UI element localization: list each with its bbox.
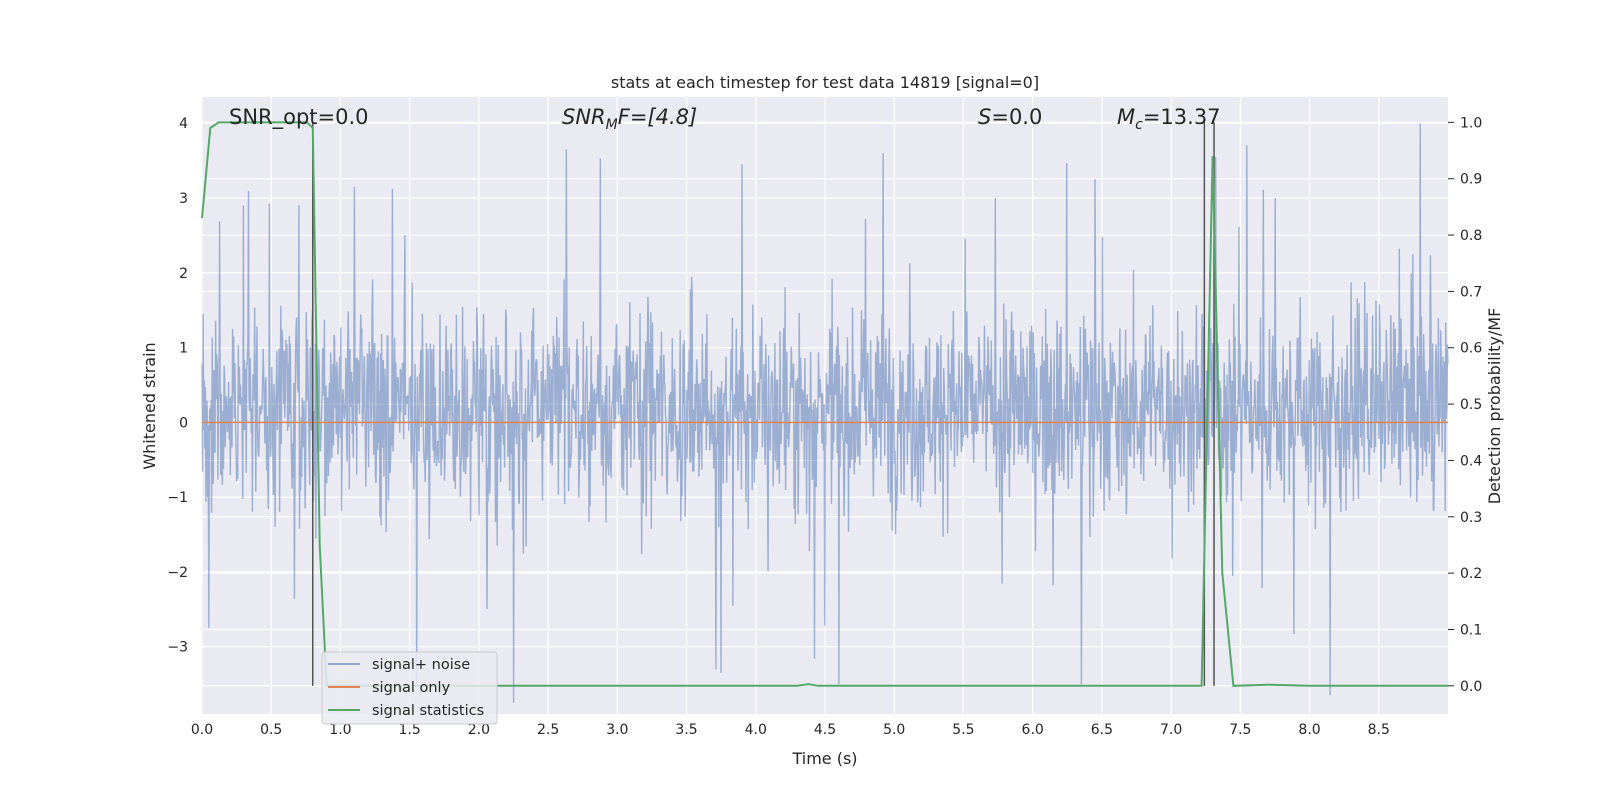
signal-noise-line [201, 123, 1449, 703]
x-tick-label: 2.5 [537, 722, 559, 738]
x-tick-label: 0.0 [191, 722, 213, 738]
legend-label-signal-statistics: signal statistics [372, 703, 484, 719]
y-tick-label-right: 0.1 [1460, 622, 1482, 638]
series-signal-noise [201, 123, 1449, 703]
y-tick-label-right: 0.8 [1460, 228, 1482, 244]
y-tick-label-right: 0.7 [1460, 284, 1482, 300]
y-tick-label-right: 0.9 [1460, 172, 1482, 188]
chart-title: stats at each timestep for test data 148… [611, 73, 1039, 92]
y-tick-label-left: −3 [167, 640, 188, 656]
y-tick-label-left: −1 [167, 490, 188, 506]
y-tick-label-right: 0.4 [1460, 453, 1482, 469]
x-axis-label: Time (s) [791, 749, 857, 768]
y-tick-label-left: 4 [179, 116, 188, 132]
y-tick-label-right: 0.6 [1460, 341, 1482, 357]
x-tick-label: 4.5 [814, 722, 836, 738]
y-tick-label-left: −2 [167, 565, 188, 581]
x-tick-label: 0.5 [260, 722, 282, 738]
y-tick-label-right: 0.0 [1460, 679, 1482, 695]
x-tick-label: 5.5 [952, 722, 974, 738]
annotation-mc: Mc=13.37 [1117, 105, 1221, 133]
y-axis-label-right: Detection probability/MF [1485, 308, 1504, 505]
x-ticks: 0.0 0.5 1.0 1.5 2.0 2.5 3.0 3.5 4.0 4.5 5.0 5.5 6.0 6… [191, 722, 1390, 738]
x-tick-label: 6.0 [1022, 722, 1044, 738]
x-tick-label: 4.0 [745, 722, 767, 738]
y-ticks-right: 0.0 0.1 0.2 0.3 0.4 0.5 0.6 0.7 0.8 0.9 1.0 [1448, 115, 1482, 695]
legend-label-signal-only: signal only [372, 680, 451, 696]
x-tick-label: 7.0 [1160, 722, 1182, 738]
x-tick-label: 8.5 [1368, 722, 1390, 738]
legend-box [321, 651, 498, 725]
y-tick-label-right: 0.5 [1460, 397, 1482, 413]
y-tick-label-right: 0.2 [1460, 566, 1482, 582]
x-tick-label: 6.5 [1091, 722, 1113, 738]
x-tick-label: 5.0 [883, 722, 905, 738]
x-tick-label: 1.0 [329, 722, 351, 738]
annotation-s: S=0.0 [978, 105, 1042, 129]
x-tick-label: 3.0 [606, 722, 628, 738]
x-tick-label: 2.0 [468, 722, 490, 738]
legend: signal+ noise signal only signal statist… [321, 651, 498, 725]
x-tick-label: 7.5 [1229, 722, 1251, 738]
signal-statistics-line [201, 121, 1448, 687]
y-tick-label-left: 1 [179, 341, 188, 357]
legend-label-signal-noise: signal+ noise [372, 657, 470, 673]
y-ticks-left: −3 −2 −1 0 1 2 3 4 [167, 116, 188, 656]
y-tick-label-left: 0 [179, 415, 188, 431]
annotation-snr-mf: SNRMF=[4.8] [562, 105, 697, 133]
y-tick-label-right: 1.0 [1460, 115, 1482, 131]
y-tick-label-right: 0.3 [1460, 510, 1482, 526]
x-tick-label: 8.0 [1298, 722, 1320, 738]
y-tick-label-left: 3 [179, 191, 188, 207]
series-signal-statistics [201, 121, 1448, 687]
x-tick-label: 3.5 [675, 722, 697, 738]
annotation-snr-opt: SNR_opt=0.0 [229, 105, 369, 130]
y-axis-label-left: Whitened strain [140, 342, 159, 469]
y-tick-label-left: 2 [179, 266, 188, 282]
x-tick-label: 1.5 [399, 722, 421, 738]
